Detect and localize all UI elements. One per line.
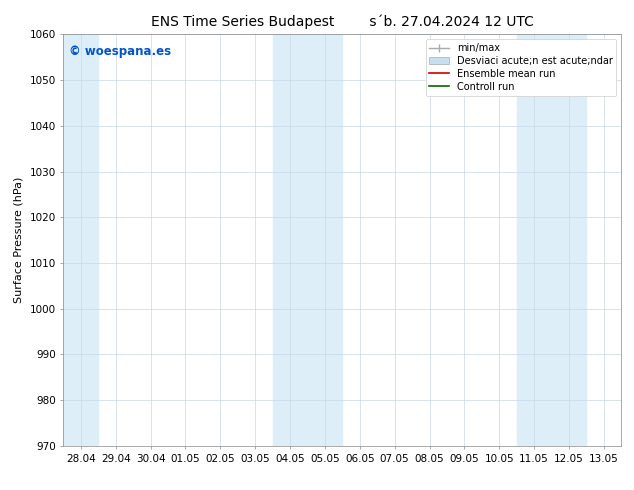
Bar <box>517 34 586 446</box>
Bar <box>63 34 98 446</box>
Text: © woespana.es: © woespana.es <box>69 45 171 58</box>
Y-axis label: Surface Pressure (hPa): Surface Pressure (hPa) <box>14 177 24 303</box>
Legend: min/max, Desviaci acute;n est acute;ndar, Ensemble mean run, Controll run: min/max, Desviaci acute;n est acute;ndar… <box>425 39 616 96</box>
Title: ENS Time Series Budapest        s´b. 27.04.2024 12 UTC: ENS Time Series Budapest s´b. 27.04.2024… <box>151 15 534 29</box>
Bar <box>273 34 342 446</box>
